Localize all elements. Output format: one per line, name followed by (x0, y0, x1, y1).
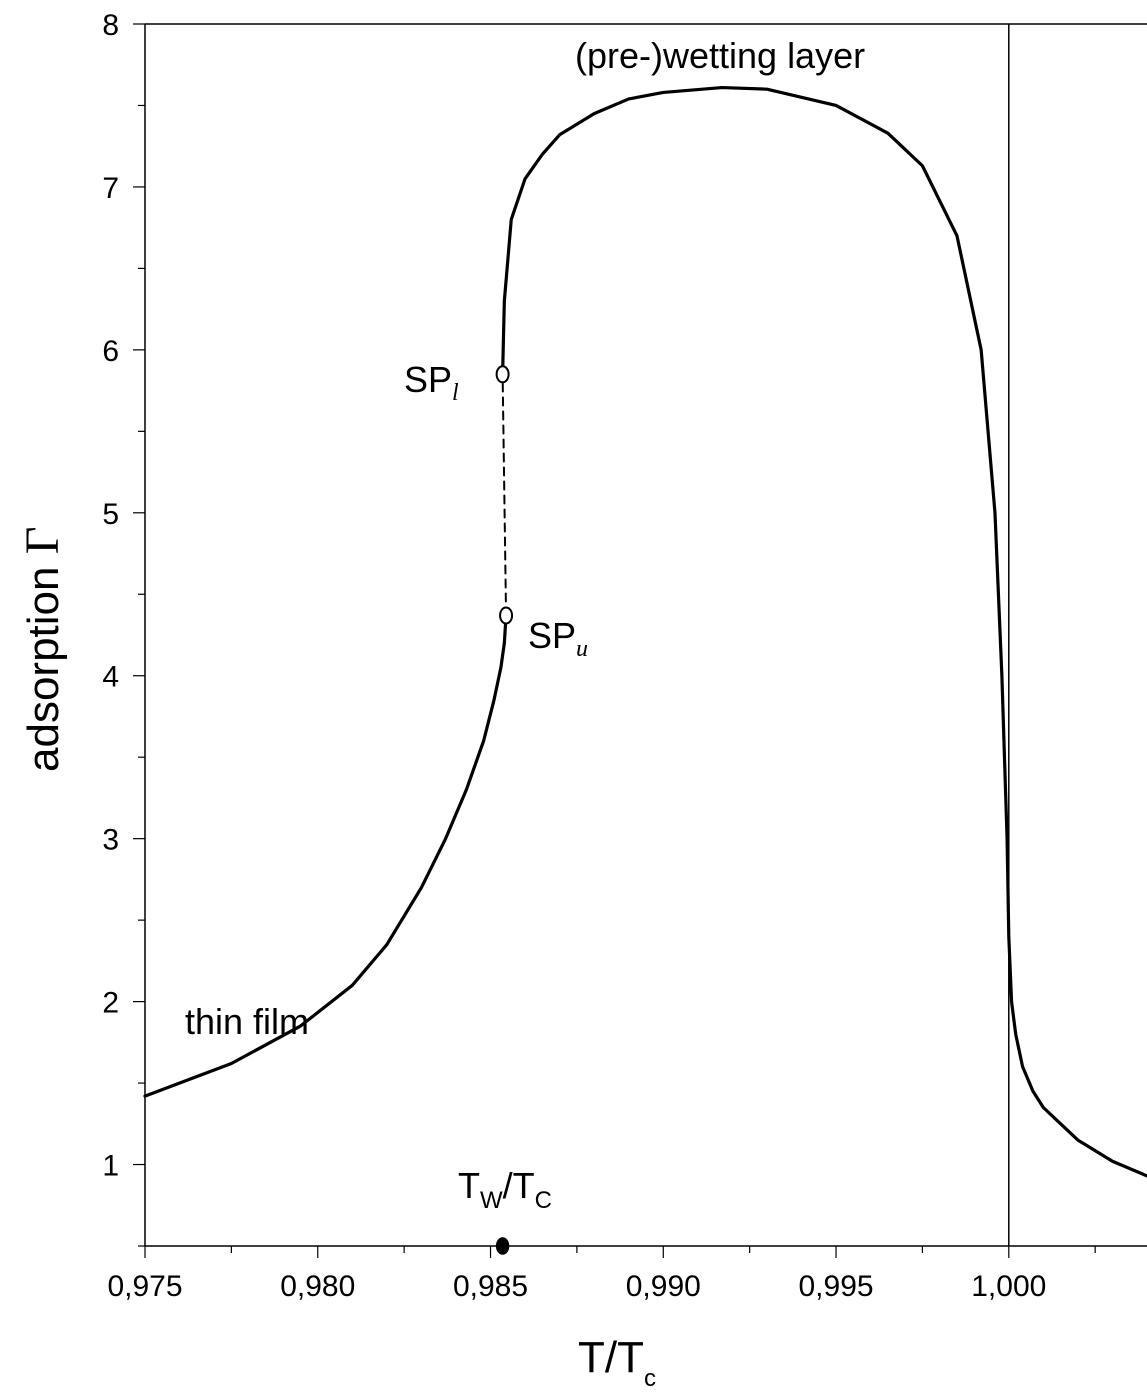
y-tick-labels: 1 2 3 4 5 6 7 8 (102, 9, 119, 1183)
tw-sub-w: W (480, 1187, 503, 1214)
annotation-sp-u: SPu (528, 615, 588, 662)
annotation-prewetting-layer: (pre-)wetting layer (575, 35, 865, 76)
x-axis-title-main: T/T (578, 1333, 644, 1382)
y-axis-title-main: adsorption (19, 554, 68, 772)
annotation-tw-tc: TW/TC (458, 1165, 552, 1214)
y-tick-label: 5 (102, 498, 119, 531)
y-tick-label: 2 (102, 987, 119, 1020)
wetting-temperature-point (495, 1237, 510, 1255)
y-tick-label: 7 (102, 172, 119, 205)
annotation-sp-l: SPl (404, 359, 459, 406)
sp-u-main: SP (528, 615, 576, 656)
spinodal-point-sp-u (499, 606, 514, 625)
x-tick-label: 0,980 (280, 1270, 355, 1303)
x-axis-title: T/Tc (578, 1333, 656, 1392)
tick-marks (133, 23, 1096, 1258)
sp-u-sub: u (576, 636, 588, 662)
sp-l-sub: l (452, 380, 459, 406)
tw-main: T (458, 1165, 480, 1206)
marker-points (495, 365, 514, 1255)
y-tick-label: 1 (102, 1150, 119, 1183)
axes (144, 23, 1147, 1247)
tw-sub-c: C (535, 1187, 552, 1214)
x-tick-label: 1,000 (971, 1270, 1046, 1303)
y-tick-label: 8 (102, 9, 119, 42)
tw-slash-t: /T (503, 1165, 535, 1206)
y-tick-label: 6 (102, 335, 119, 368)
sp-l-main: SP (404, 359, 452, 400)
adsorption-branch-0 (143, 613, 508, 1098)
x-axis-title-sub: c (644, 1365, 656, 1392)
spinodal-point-sp-l (495, 365, 510, 384)
x-tick-label: 0,985 (453, 1270, 528, 1303)
x-tick-label: 0,990 (626, 1270, 701, 1303)
adsorption-branch-2 (501, 85, 1147, 1178)
adsorption-curve (143, 85, 1147, 1178)
x-tick-label: 0,995 (798, 1270, 873, 1303)
y-axis-title: adsorption Γ (16, 527, 69, 772)
y-tick-label: 3 (102, 824, 119, 857)
x-tick-labels: 0,975 0,980 0,985 0,990 0,995 1,000 (107, 1270, 1046, 1303)
y-tick-label: 4 (102, 661, 119, 694)
y-axis-title-symbol: Γ (16, 527, 69, 555)
unstable-branch-dashed (501, 373, 508, 617)
x-tick-label: 0,975 (107, 1270, 182, 1303)
annotation-thin-film: thin film (185, 1001, 309, 1042)
